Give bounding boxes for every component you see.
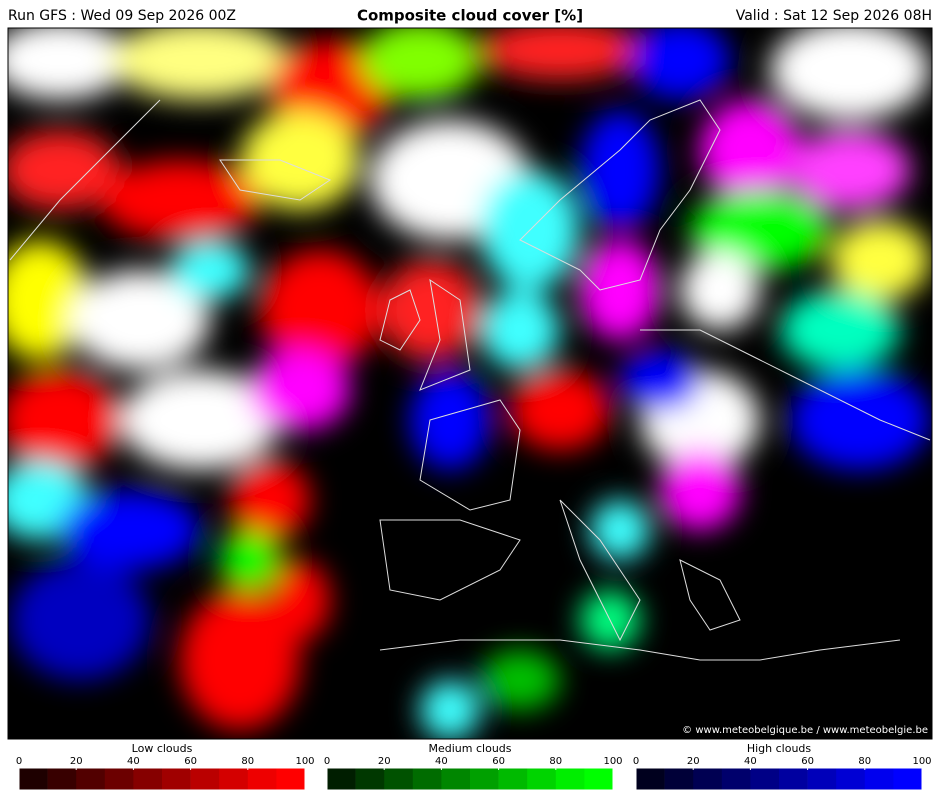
legend-title: Low clouds xyxy=(132,742,193,755)
color-step xyxy=(864,768,894,790)
color-step xyxy=(355,768,385,790)
legend-tick-label: 80 xyxy=(549,756,562,767)
legend-frame xyxy=(326,767,614,791)
valid-label: Valid : Sat 12 Sep 2026 08H xyxy=(736,8,932,24)
color-step xyxy=(836,768,866,790)
legend-tick-label: 20 xyxy=(378,756,391,767)
legend-title: High clouds xyxy=(747,742,812,755)
color-step xyxy=(412,768,442,790)
color-step xyxy=(470,768,499,790)
legend-tick-label: 20 xyxy=(70,756,83,767)
color-step xyxy=(327,768,356,790)
color-step xyxy=(441,768,471,790)
color-step xyxy=(498,768,528,790)
color-step xyxy=(584,768,614,790)
legend-frame xyxy=(18,767,306,791)
color-step xyxy=(807,768,837,790)
legend-tick-label: 100 xyxy=(603,756,622,767)
legend-tick-label: 40 xyxy=(127,756,140,767)
run-label: Run GFS : Wed 09 Sep 2026 00Z xyxy=(8,8,236,24)
color-step xyxy=(893,768,923,790)
map-frame xyxy=(7,27,933,740)
legends: Low clouds 0 20 40 60 80 100 Medium clouds 0 20 40… xyxy=(16,742,932,791)
color-step xyxy=(384,768,414,790)
legend-frame xyxy=(635,767,923,791)
legend-tick-label: 0 xyxy=(16,756,22,767)
color-step xyxy=(247,768,277,790)
color-step xyxy=(693,768,723,790)
legend-tick-label: 60 xyxy=(492,756,505,767)
color-step xyxy=(527,768,557,790)
legend-tick-label: 80 xyxy=(858,756,871,767)
color-step xyxy=(104,768,134,790)
color-step xyxy=(133,768,163,790)
color-step xyxy=(636,768,665,790)
legend-tick-label: 60 xyxy=(184,756,197,767)
color-step xyxy=(721,768,751,790)
color-step xyxy=(219,768,249,790)
color-step xyxy=(47,768,77,790)
legend-tick-label: 100 xyxy=(295,756,314,767)
legend-tick-label: 40 xyxy=(744,756,757,767)
legend-tick-label: 60 xyxy=(801,756,814,767)
color-step xyxy=(779,768,808,790)
color-step xyxy=(555,768,585,790)
legend-tick-label: 0 xyxy=(633,756,639,767)
map-title: Composite cloud cover [%] xyxy=(357,7,583,25)
color-step xyxy=(664,768,694,790)
color-step xyxy=(76,768,106,790)
legend-tick-label: 20 xyxy=(687,756,700,767)
map: © www.meteobelgique.be / www.meteobelgie… xyxy=(8,28,932,739)
credit: © www.meteobelgique.be / www.meteobelgie… xyxy=(682,725,928,736)
color-step xyxy=(162,768,191,790)
legend-title: Medium clouds xyxy=(429,742,512,755)
legend-tick-label: 40 xyxy=(435,756,448,767)
legend-tick-label: 80 xyxy=(241,756,254,767)
legend-tick-label: 100 xyxy=(912,756,931,767)
color-step xyxy=(750,768,780,790)
color-step xyxy=(19,768,48,790)
color-step xyxy=(190,768,220,790)
color-step xyxy=(276,768,306,790)
legend-tick-label: 0 xyxy=(324,756,330,767)
